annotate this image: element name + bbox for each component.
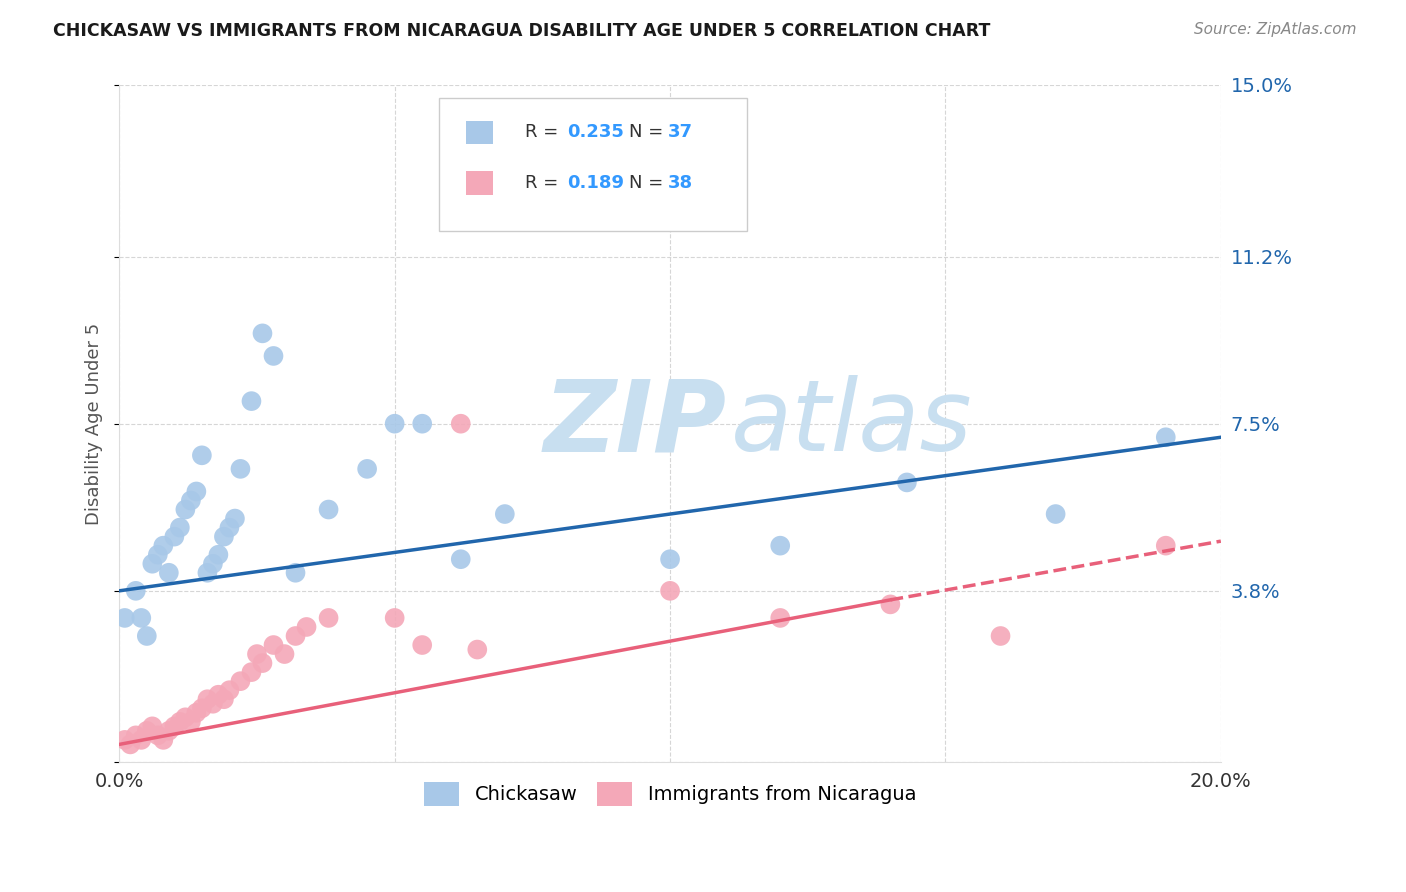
Point xyxy=(273,647,295,661)
Point xyxy=(224,511,246,525)
Point xyxy=(218,683,240,698)
Point xyxy=(659,583,682,598)
Point xyxy=(284,566,307,580)
Point xyxy=(465,642,488,657)
Legend: Chickasaw, Immigrants from Nicaragua: Chickasaw, Immigrants from Nicaragua xyxy=(416,774,924,814)
Point xyxy=(229,674,252,689)
Point xyxy=(125,728,148,742)
Text: CHICKASAW VS IMMIGRANTS FROM NICARAGUA DISABILITY AGE UNDER 5 CORRELATION CHART: CHICKASAW VS IMMIGRANTS FROM NICARAGUA D… xyxy=(53,22,991,40)
Point xyxy=(769,539,792,553)
Point xyxy=(157,566,180,580)
Point xyxy=(879,598,901,612)
FancyBboxPatch shape xyxy=(467,171,494,195)
Point xyxy=(201,557,224,571)
Point xyxy=(356,462,378,476)
Text: R =: R = xyxy=(524,174,564,192)
Point xyxy=(207,688,229,702)
Point xyxy=(284,629,307,643)
Point xyxy=(659,552,682,566)
Point xyxy=(263,349,285,363)
Text: R =: R = xyxy=(524,123,564,141)
Point xyxy=(152,539,174,553)
FancyBboxPatch shape xyxy=(439,98,747,231)
Point xyxy=(163,719,186,733)
Point xyxy=(494,507,516,521)
Point xyxy=(769,611,792,625)
Point xyxy=(141,719,163,733)
Point xyxy=(246,647,269,661)
Y-axis label: Disability Age Under 5: Disability Age Under 5 xyxy=(86,323,103,524)
Text: 0.235: 0.235 xyxy=(568,123,624,141)
Point xyxy=(157,723,180,738)
Point xyxy=(450,417,472,431)
Point xyxy=(169,520,191,534)
Point xyxy=(120,738,142,752)
Point xyxy=(174,502,197,516)
Point xyxy=(1154,539,1177,553)
Point xyxy=(186,706,208,720)
Point xyxy=(114,611,136,625)
Point xyxy=(146,548,169,562)
Point xyxy=(240,394,263,409)
Point xyxy=(146,728,169,742)
Point xyxy=(263,638,285,652)
Point xyxy=(411,638,433,652)
Point xyxy=(197,566,219,580)
Point xyxy=(131,732,153,747)
Point xyxy=(125,583,148,598)
Point xyxy=(191,701,214,715)
Point xyxy=(152,732,174,747)
Point xyxy=(218,520,240,534)
Point xyxy=(191,448,214,462)
Point xyxy=(174,710,197,724)
FancyBboxPatch shape xyxy=(467,120,494,145)
Point xyxy=(318,611,340,625)
Point xyxy=(169,714,191,729)
Point xyxy=(1045,507,1067,521)
Point xyxy=(384,611,406,625)
Text: 0.189: 0.189 xyxy=(568,174,624,192)
Point xyxy=(318,502,340,516)
Point xyxy=(197,692,219,706)
Point xyxy=(212,530,235,544)
Point xyxy=(990,629,1012,643)
Point xyxy=(252,326,274,341)
Point xyxy=(135,723,157,738)
Point xyxy=(896,475,918,490)
Text: N =: N = xyxy=(630,123,669,141)
Point xyxy=(163,530,186,544)
Point xyxy=(240,665,263,680)
Text: 37: 37 xyxy=(668,123,693,141)
Point xyxy=(141,557,163,571)
Point xyxy=(131,611,153,625)
Point xyxy=(1154,430,1177,444)
Point xyxy=(295,620,318,634)
Point xyxy=(207,548,229,562)
Text: 38: 38 xyxy=(668,174,693,192)
Text: N =: N = xyxy=(630,174,669,192)
Point xyxy=(450,552,472,566)
Point xyxy=(384,417,406,431)
Point xyxy=(212,692,235,706)
Point xyxy=(411,417,433,431)
Point xyxy=(252,656,274,670)
Point xyxy=(114,732,136,747)
Point xyxy=(186,484,208,499)
Point xyxy=(201,697,224,711)
Point xyxy=(180,493,202,508)
Text: atlas: atlas xyxy=(731,376,973,472)
Text: Source: ZipAtlas.com: Source: ZipAtlas.com xyxy=(1194,22,1357,37)
Point xyxy=(135,629,157,643)
Point xyxy=(180,714,202,729)
Point xyxy=(229,462,252,476)
Text: ZIP: ZIP xyxy=(543,376,727,472)
